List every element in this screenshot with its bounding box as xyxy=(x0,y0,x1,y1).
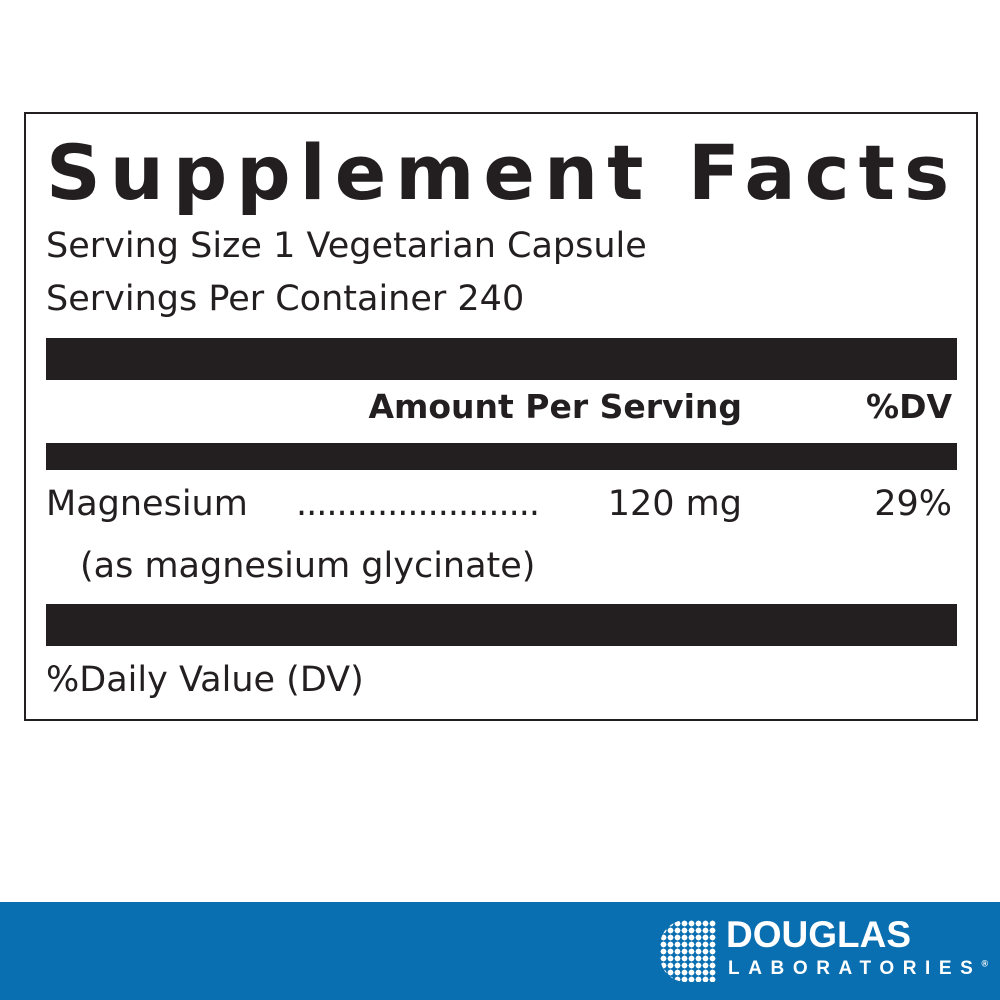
nutrient-dv: 29% xyxy=(874,484,952,524)
brand-name: DOUGLAS xyxy=(726,914,911,955)
brand-sub: LABORATORIES® xyxy=(728,958,988,980)
registered-mark: ® xyxy=(981,958,989,969)
nutrient-source: (as magnesium glycinate) xyxy=(80,546,536,586)
footnote: %Daily Value (DV) xyxy=(46,660,364,700)
divider-bar xyxy=(46,443,957,470)
logo-grid-icon xyxy=(660,920,716,982)
supplement-facts-panel xyxy=(24,112,978,721)
divider-bar xyxy=(46,338,957,380)
douglas-laboratories-logo: DOUGLAS LABORATORIES® xyxy=(660,914,988,986)
brand-sub-text: LABORATORIES xyxy=(728,958,982,979)
panel-title: Supplement Facts xyxy=(46,128,959,217)
leader-dots: ........................ xyxy=(296,484,540,524)
dv-header: %DV xyxy=(866,387,952,426)
nutrient-amount: 120 mg xyxy=(607,484,742,524)
amount-header: Amount Per Serving xyxy=(368,387,742,426)
serving-size: Serving Size 1 Vegetarian Capsule xyxy=(46,226,647,266)
servings-per-container: Servings Per Container 240 xyxy=(46,279,525,319)
brand-banner xyxy=(0,902,1000,1000)
nutrient-name: Magnesium xyxy=(46,484,248,524)
divider-bar xyxy=(46,604,957,646)
